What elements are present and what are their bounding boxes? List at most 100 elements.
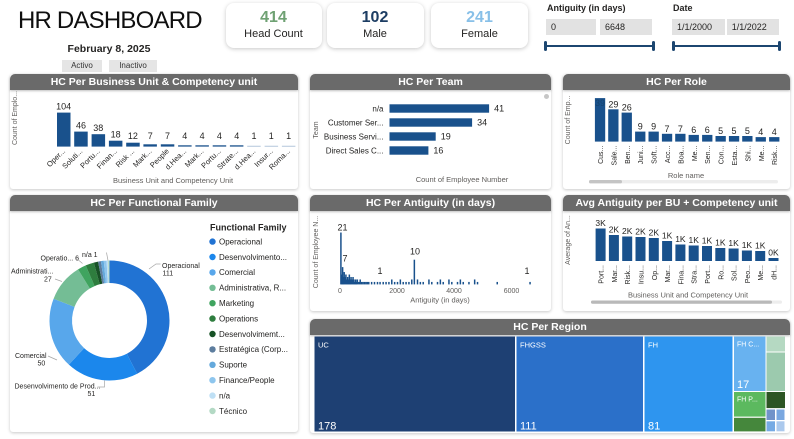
- svg-text:Port...: Port...: [599, 265, 606, 284]
- svg-text:41: 41: [494, 104, 504, 114]
- svg-text:1: 1: [524, 266, 529, 276]
- svg-text:2K: 2K: [622, 226, 633, 236]
- svg-text:18: 18: [111, 130, 121, 140]
- svg-text:4: 4: [217, 131, 222, 141]
- svg-text:1K: 1K: [702, 236, 713, 246]
- svg-text:5: 5: [718, 126, 723, 136]
- svg-text:Técnico: Técnico: [219, 407, 248, 416]
- svg-text:0: 0: [338, 288, 342, 295]
- svg-text:4: 4: [182, 131, 187, 141]
- svg-text:Team: Team: [313, 121, 320, 138]
- svg-text:FH P...: FH P...: [737, 397, 758, 404]
- svg-text:16: 16: [433, 146, 443, 156]
- svg-text:26: 26: [622, 103, 632, 113]
- svg-text:Me...: Me...: [759, 146, 766, 162]
- svg-text:4: 4: [772, 127, 777, 137]
- svg-text:Administrati...: Administrati...: [11, 269, 53, 276]
- svg-text:6: 6: [705, 125, 710, 135]
- svg-text:Risk...: Risk...: [625, 265, 632, 285]
- svg-text:Count of Employee N...: Count of Employee N...: [313, 216, 320, 288]
- svg-text:Risk...: Risk...: [772, 146, 779, 166]
- svg-text:1: 1: [251, 131, 256, 141]
- svg-text:Sol...: Sol...: [732, 265, 739, 281]
- svg-text:Acc...: Acc...: [665, 146, 672, 164]
- svg-text:34: 34: [477, 118, 487, 128]
- svg-text:Marketing: Marketing: [219, 299, 254, 308]
- svg-text:17: 17: [737, 379, 749, 391]
- svg-text:Port...: Port...: [705, 265, 712, 284]
- svg-text:7: 7: [342, 254, 347, 264]
- svg-text:Mar...: Mar...: [665, 265, 672, 283]
- svg-text:81: 81: [648, 421, 660, 433]
- svg-text:FH C...: FH C...: [737, 342, 759, 349]
- svg-text:Op...: Op...: [652, 265, 659, 280]
- svg-text:4: 4: [758, 127, 763, 137]
- svg-text:Business Servi...: Business Servi...: [324, 133, 384, 142]
- svg-text:4: 4: [200, 131, 205, 141]
- svg-text:Average of An...: Average of An...: [565, 215, 572, 265]
- svg-text:n/a 1: n/a 1: [82, 252, 98, 259]
- svg-text:Soft...: Soft...: [652, 146, 659, 164]
- svg-text:Antiguity (in days): Antiguity (in days): [410, 296, 470, 305]
- svg-text:Count of Employee Number: Count of Employee Number: [416, 175, 509, 184]
- svg-text:1K: 1K: [728, 238, 739, 248]
- svg-text:6000: 6000: [504, 288, 520, 295]
- svg-text:Ben...: Ben...: [625, 146, 632, 164]
- svg-text:7: 7: [664, 124, 669, 134]
- svg-text:1: 1: [269, 131, 274, 141]
- svg-text:1K: 1K: [755, 241, 766, 251]
- svg-text:Operacional: Operacional: [162, 263, 200, 270]
- svg-text:Mar...: Mar...: [612, 265, 619, 283]
- svg-text:7: 7: [165, 131, 170, 141]
- svg-text:10: 10: [410, 247, 420, 257]
- svg-text:4000: 4000: [446, 288, 462, 295]
- svg-text:5: 5: [731, 126, 736, 136]
- svg-text:1K: 1K: [688, 235, 699, 245]
- svg-text:Ro...: Ro...: [718, 265, 725, 280]
- svg-text:Sen...: Sen...: [705, 146, 712, 164]
- svg-text:9: 9: [638, 122, 643, 132]
- svg-text:Stra...: Stra...: [692, 265, 699, 284]
- svg-text:2K: 2K: [609, 225, 620, 235]
- svg-text:Count of Emplo...: Count of Emplo...: [12, 91, 19, 145]
- svg-text:1: 1: [286, 131, 291, 141]
- svg-text:2000: 2000: [389, 288, 405, 295]
- svg-text:Esta...: Esta...: [732, 146, 739, 166]
- svg-text:Shi...: Shi...: [745, 146, 752, 162]
- svg-text:Operations: Operations: [219, 314, 258, 323]
- svg-text:39: 39: [595, 98, 605, 108]
- svg-text:Boa...: Boa...: [678, 146, 685, 164]
- svg-text:1K: 1K: [662, 231, 673, 241]
- svg-text:Functional Family: Functional Family: [210, 223, 287, 233]
- svg-text:Count of Emp...: Count of Emp...: [565, 96, 572, 145]
- svg-text:Sale...: Sale...: [611, 146, 618, 166]
- svg-text:38: 38: [93, 123, 103, 133]
- svg-text:Customer Ser...: Customer Ser...: [328, 119, 384, 128]
- svg-text:Operatio... 6: Operatio... 6: [41, 256, 80, 263]
- svg-text:UC: UC: [318, 341, 329, 350]
- svg-text:12: 12: [128, 131, 138, 141]
- svg-text:Estratégica (Corp...: Estratégica (Corp...: [219, 345, 288, 354]
- svg-text:Desenvolvimento...: Desenvolvimento...: [219, 253, 287, 262]
- svg-text:9: 9: [651, 122, 656, 132]
- svg-text:7: 7: [678, 124, 683, 134]
- svg-text:21: 21: [337, 223, 347, 233]
- svg-text:FHGSS: FHGSS: [520, 341, 546, 350]
- svg-text:4: 4: [234, 131, 239, 141]
- svg-text:111: 111: [163, 271, 174, 278]
- svg-text:Desenvolvimemt...: Desenvolvimemt...: [219, 330, 285, 339]
- svg-text:7: 7: [148, 131, 153, 141]
- svg-text:Business Unit and Competency U: Business Unit and Competency Unit: [113, 176, 234, 185]
- svg-text:Fina...: Fina...: [678, 265, 685, 285]
- svg-text:178: 178: [318, 421, 336, 433]
- svg-text:Administrativa, R...: Administrativa, R...: [219, 284, 286, 293]
- svg-text:3K: 3K: [595, 218, 606, 228]
- svg-text:1: 1: [377, 266, 382, 276]
- svg-text:Con...: Con...: [719, 146, 726, 165]
- svg-text:27: 27: [44, 277, 52, 284]
- svg-text:Peo...: Peo...: [745, 265, 752, 283]
- svg-text:50: 50: [38, 361, 46, 368]
- svg-text:Comercial: Comercial: [15, 353, 47, 360]
- svg-text:Desenvolvimento de Prod...: Desenvolvimento de Prod...: [15, 384, 101, 391]
- svg-text:111: 111: [520, 421, 537, 433]
